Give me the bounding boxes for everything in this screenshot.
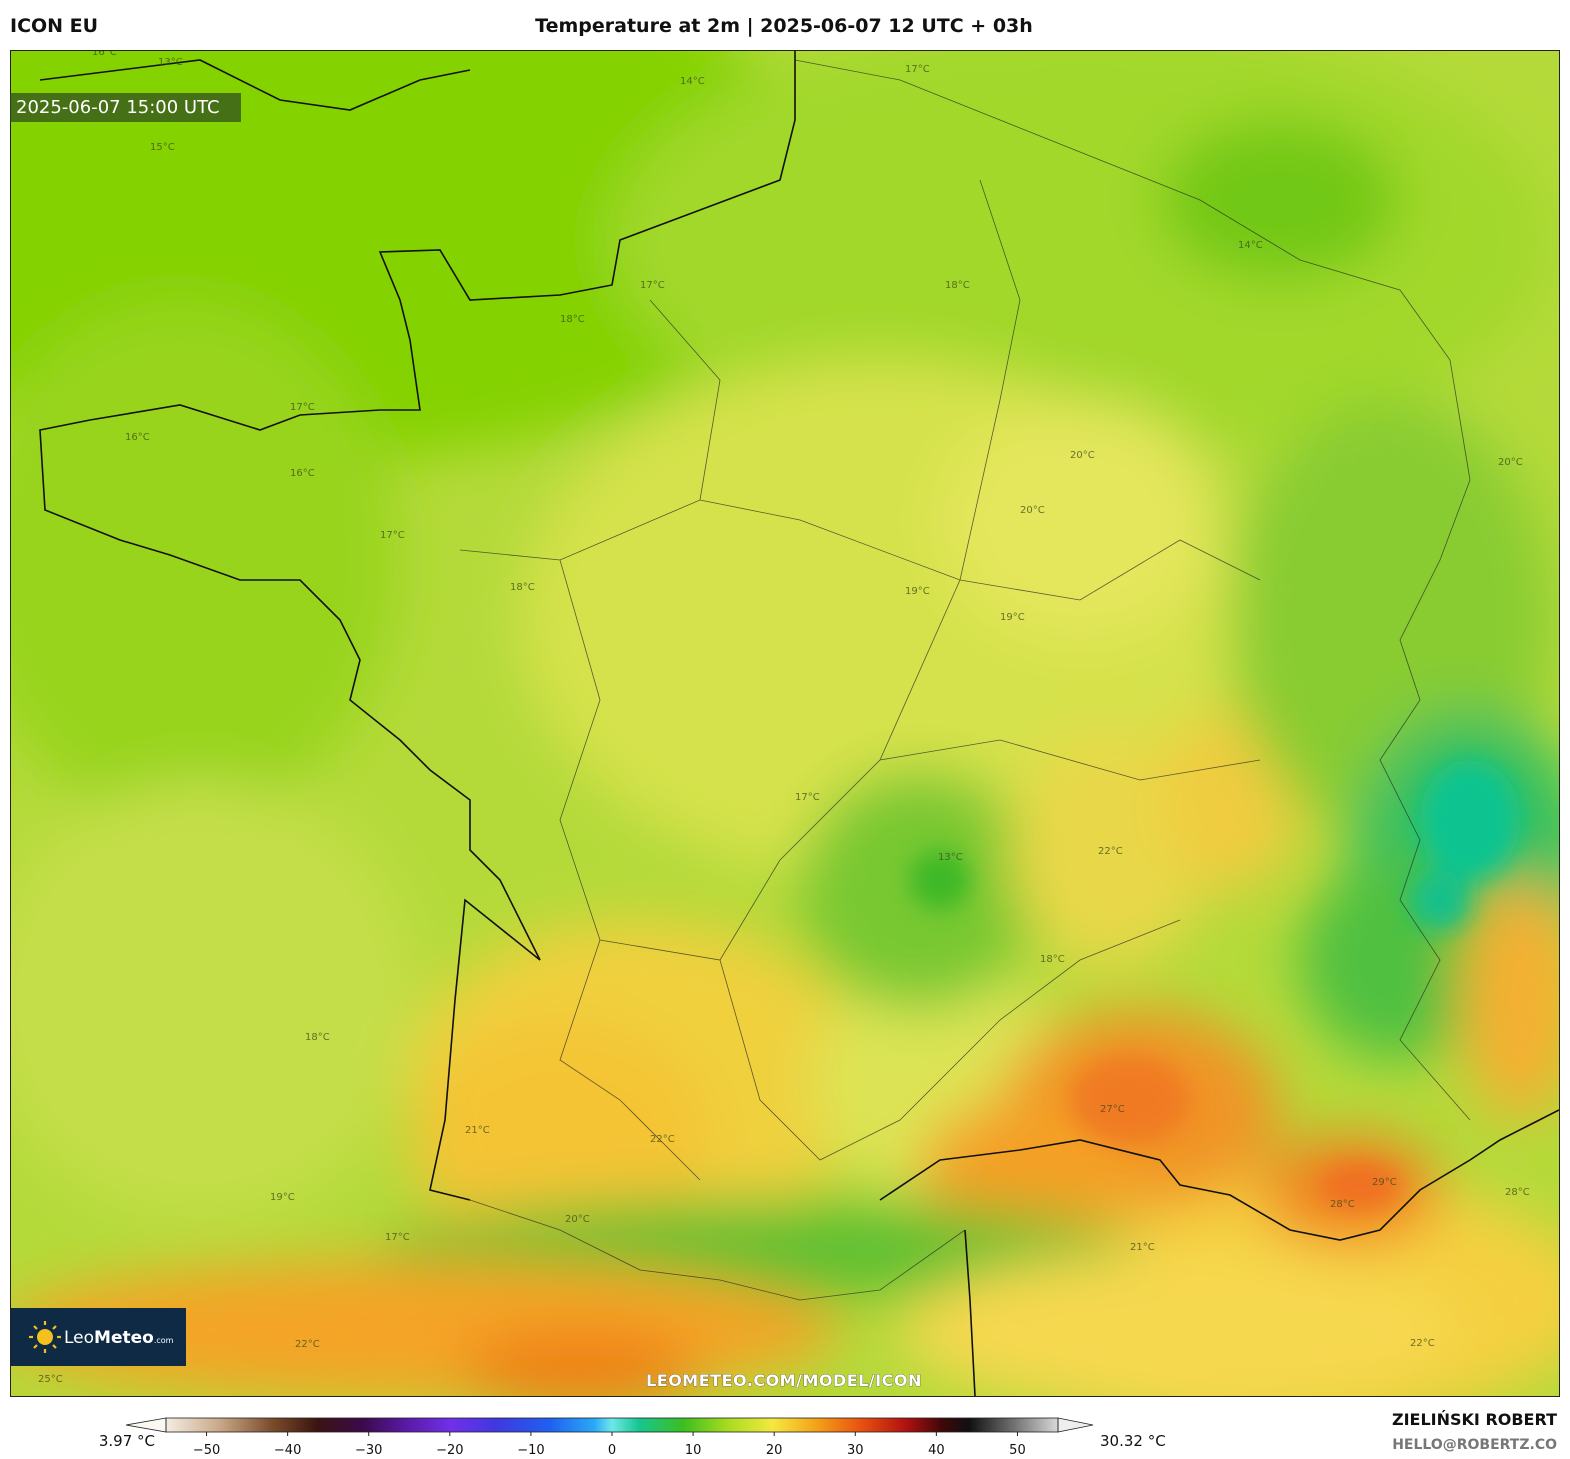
contour-label: 18°C bbox=[510, 582, 535, 593]
contour-label: 17°C bbox=[385, 1232, 410, 1243]
contour-label: 21°C bbox=[1130, 1242, 1155, 1253]
colorbar-tick-label: 10 bbox=[685, 1443, 702, 1458]
contour-label: 17°C bbox=[640, 280, 665, 291]
colorbar-tick-label: 20 bbox=[766, 1443, 783, 1458]
contour-label: 28°C bbox=[1505, 1187, 1530, 1198]
colorbar-tick-label: 30 bbox=[847, 1443, 864, 1458]
email: HELLO@ROBERTZ.CO bbox=[1392, 1437, 1557, 1453]
contour-label: 17°C bbox=[795, 792, 820, 803]
logo-sun bbox=[29, 1321, 61, 1353]
contour-label: 19°C bbox=[1000, 612, 1025, 623]
contour-label: 14°C bbox=[1238, 240, 1263, 251]
contour-label: 17°C bbox=[290, 402, 315, 413]
logo-text: LeoMeteo.com bbox=[64, 1328, 174, 1348]
contour-label: 14°C bbox=[680, 76, 705, 87]
contour-label: 21°C bbox=[465, 1125, 490, 1136]
colorbar-tick-label: 50 bbox=[1009, 1443, 1026, 1458]
contour-label: 20°C bbox=[1020, 505, 1045, 516]
contour-label: 27°C bbox=[1100, 1104, 1125, 1115]
time-badge bbox=[10, 93, 241, 122]
contour-label: 15°C bbox=[150, 142, 175, 153]
contour-label: 20°C bbox=[565, 1214, 590, 1225]
model-name: ICON EU bbox=[10, 15, 98, 37]
colorbar-scale bbox=[166, 1418, 1058, 1432]
contour-label: 28°C bbox=[1330, 1199, 1355, 1210]
contour-label: 17°C bbox=[380, 530, 405, 541]
contour-label: 16°C bbox=[290, 468, 315, 479]
contour-label: 16°C bbox=[125, 432, 150, 443]
contour-label: 16°C bbox=[92, 47, 117, 58]
min-value: 3.97 °C bbox=[99, 1432, 155, 1450]
contour-label: 29°C bbox=[1372, 1177, 1397, 1188]
colorbar-tick-label: −20 bbox=[436, 1443, 463, 1458]
colorbar-tick-label: −40 bbox=[274, 1443, 301, 1458]
contour-label: 18°C bbox=[560, 314, 585, 325]
contour-label: 22°C bbox=[650, 1134, 675, 1145]
logo-bold: Meteo bbox=[94, 1328, 154, 1348]
contour-label: 22°C bbox=[1410, 1338, 1435, 1349]
logo-light: Leo bbox=[64, 1328, 94, 1348]
contour-label: 22°C bbox=[1098, 846, 1123, 857]
logo-suffix: .com bbox=[154, 1336, 174, 1345]
colorbar-extend-high bbox=[1057, 1417, 1094, 1433]
contour-label: 20°C bbox=[1070, 450, 1095, 461]
colorbar-tick-label: −30 bbox=[355, 1443, 382, 1458]
contour-label: 25°C bbox=[38, 1374, 63, 1385]
colorbar-tick-label: −10 bbox=[517, 1443, 544, 1458]
author: ZIELIŃSKI ROBERT bbox=[1392, 1410, 1557, 1429]
contour-label: 17°C bbox=[905, 64, 930, 75]
map-frame bbox=[10, 50, 1560, 1397]
contour-label: 19°C bbox=[905, 586, 930, 597]
colorbar-tick-label: −50 bbox=[193, 1443, 220, 1458]
colorbar-tick-label: 40 bbox=[928, 1443, 945, 1458]
colorbar: −50 −40 −30 −20 −10 0 10 20 30 40 50 bbox=[125, 1417, 1094, 1458]
valid-time: 2025-06-07 15:00 UTC bbox=[16, 97, 220, 118]
contour-label: 20°C bbox=[1498, 457, 1523, 468]
contour-labels: 13°C 14°C 15°C 17°C 16°C 17°C 18°C 16°C 16°C 17°C… bbox=[38, 47, 1530, 1385]
contour-label: 19°C bbox=[270, 1192, 295, 1203]
max-value: 30.32 °C bbox=[1100, 1432, 1166, 1450]
map-title: Temperature at 2m | 2025-06-07 12 UTC + … bbox=[535, 15, 1033, 37]
colorbar-tick-label: 0 bbox=[608, 1443, 616, 1458]
watermark: LEOMETEO.COM/MODEL/ICON bbox=[646, 1371, 922, 1390]
contour-label: 18°C bbox=[305, 1032, 330, 1043]
contour-label: 22°C bbox=[295, 1339, 320, 1350]
coastline bbox=[39, 51, 1559, 1396]
colorbar-extend-low bbox=[125, 1417, 167, 1433]
contour-label: 18°C bbox=[945, 280, 970, 291]
contour-label: 13°C bbox=[158, 57, 183, 68]
contour-label: 18°C bbox=[1040, 954, 1065, 965]
borders bbox=[459, 59, 1471, 1301]
contour-label: 13°C bbox=[938, 852, 963, 863]
